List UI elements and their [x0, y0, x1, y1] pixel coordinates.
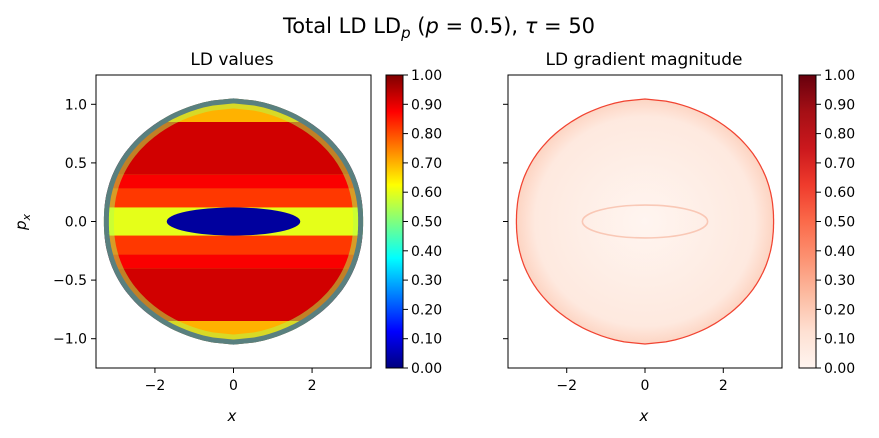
- ld-values-title: LD values: [190, 50, 273, 70]
- ld-gradient-colorbar-tick-label: 0.10: [824, 332, 855, 348]
- ld-values-y-tick-label: 0.5: [65, 156, 87, 172]
- ld-gradient-x-label: x: [639, 407, 649, 425]
- ld-values-x-ticks: −2 0 2: [145, 368, 317, 394]
- ld-gradient-x-tick-label: −2: [556, 378, 577, 394]
- ld-gradient-colorbar-tick-label: 0.20: [824, 302, 855, 318]
- ld-values-colorbar-tick-label: 0.50: [411, 215, 442, 231]
- ld-grad-interior: [515, 98, 775, 345]
- ld-values-colorbar-tick-label: 0.10: [411, 332, 442, 348]
- ld-band-1-lower: [103, 235, 364, 255]
- figure-title-tau-eq: = 50: [537, 14, 595, 38]
- ld-values-colorbar-tick-label: 0.40: [411, 244, 442, 260]
- ld-band-1-upper: [103, 188, 364, 208]
- figure-title-paren: (: [411, 14, 426, 38]
- ld-values-colorbar-tick-label: 0.70: [411, 156, 442, 172]
- ld-values-y-label-base: p: [12, 220, 30, 231]
- figure-title-sub: p: [400, 24, 411, 42]
- ld-values-x-tick-label: −2: [145, 378, 166, 394]
- ld-values-y-tick-label: −1.0: [53, 332, 87, 348]
- ld-values-panel: LD values −2 0 2 −1.0−0.50.00.51.0 x px 0.…: [12, 50, 442, 425]
- ld-gradient-colorbar-tick-label: 0.60: [824, 185, 855, 201]
- ld-values-y-label-sub: x: [20, 213, 33, 221]
- ld-gradient-colorbar-tick-label: 0.00: [824, 361, 855, 377]
- ld-gradient-y-ticks: [503, 103, 508, 340]
- ld-gradient-colorbar-tick-label: 0.90: [824, 97, 855, 113]
- ld-values-x-tick-label: 2: [308, 378, 317, 394]
- ld-values-heatmap: [103, 98, 364, 345]
- ld-grad-boundary: [515, 98, 775, 345]
- ld-values-y-tick-label: 1.0: [65, 97, 87, 113]
- ld-values-colorbar-tick-label: 0.90: [411, 97, 442, 113]
- ld-values-colorbar-tick-label: 1.00: [411, 68, 442, 84]
- ld-values-y-tick-label: 0.0: [65, 215, 87, 231]
- ld-values-y-label: px: [12, 213, 33, 231]
- ld-gradient-colorbar-tick-label: 0.80: [824, 127, 855, 143]
- ld-values-x-label: x: [227, 407, 237, 425]
- figure-title-eq: = 0.5),: [439, 14, 525, 38]
- ld-values-colorbar-tick-label: 0.80: [411, 127, 442, 143]
- ld-edge-ring-inner: [103, 98, 364, 345]
- ld-gradient-colorbar-tick-label: 1.00: [824, 68, 855, 84]
- ld-values-colorbar: [385, 74, 404, 369]
- ld-gradient-x-tick-label: 2: [719, 378, 728, 394]
- ld-grad-central-ring: [581, 204, 709, 239]
- ld-band-2-lower: [103, 254, 364, 269]
- figure-title-tau: τ: [525, 14, 538, 38]
- figure-title-main: Total LD LD: [282, 14, 401, 38]
- ld-gradient-heatmap: [515, 98, 775, 345]
- ld-gradient-title: LD gradient magnitude: [546, 50, 743, 70]
- figure-title-p: p: [424, 14, 438, 38]
- figure-title: Total LD LDp (p = 0.5), τ = 50: [282, 14, 595, 42]
- ld-values-colorbar-ticks: 0.00 0.10 0.20 0.30 0.40 0.50 0.60 0.70 0.80 0.90…: [403, 68, 442, 377]
- ld-gradient-panel: LD gradient magnitude −2 0 2 x 0.00 0.10 0.2…: [503, 50, 855, 425]
- ld-gradient-colorbar-ticks: 0.00 0.10 0.20 0.30 0.40 0.50 0.60 0.70 0.80 0.90…: [816, 68, 855, 377]
- ld-gradient-colorbar: [798, 74, 817, 369]
- ld-values-colorbar-tick-label: 0.30: [411, 273, 442, 289]
- ld-gradient-colorbar-tick-label: 0.70: [824, 156, 855, 172]
- ld-gradient-x-ticks: −2 0 2: [556, 368, 728, 394]
- ld-values-colorbar-tick-label: 0.20: [411, 302, 442, 318]
- ld-band-2-upper: [103, 174, 364, 189]
- ld-gradient-x-tick-label: 0: [641, 378, 650, 394]
- ld-gradient-colorbar-tick-label: 0.30: [824, 273, 855, 289]
- ld-values-y-ticks: −1.0 −0.5 0.0 0.5 1.0: [53, 97, 96, 348]
- ld-central-low: [166, 207, 301, 236]
- ld-gradient-colorbar-tick-label: 0.40: [824, 244, 855, 260]
- ld-gradient-colorbar-tick-label: 0.50: [824, 215, 855, 231]
- ld-values-colorbar-tick-label: 0.00: [411, 361, 442, 377]
- ld-values-y-tick-label: −0.5: [53, 273, 87, 289]
- ld-values-colorbar-tick-label: 0.60: [411, 185, 442, 201]
- ld-values-x-tick-label: 0: [229, 378, 238, 394]
